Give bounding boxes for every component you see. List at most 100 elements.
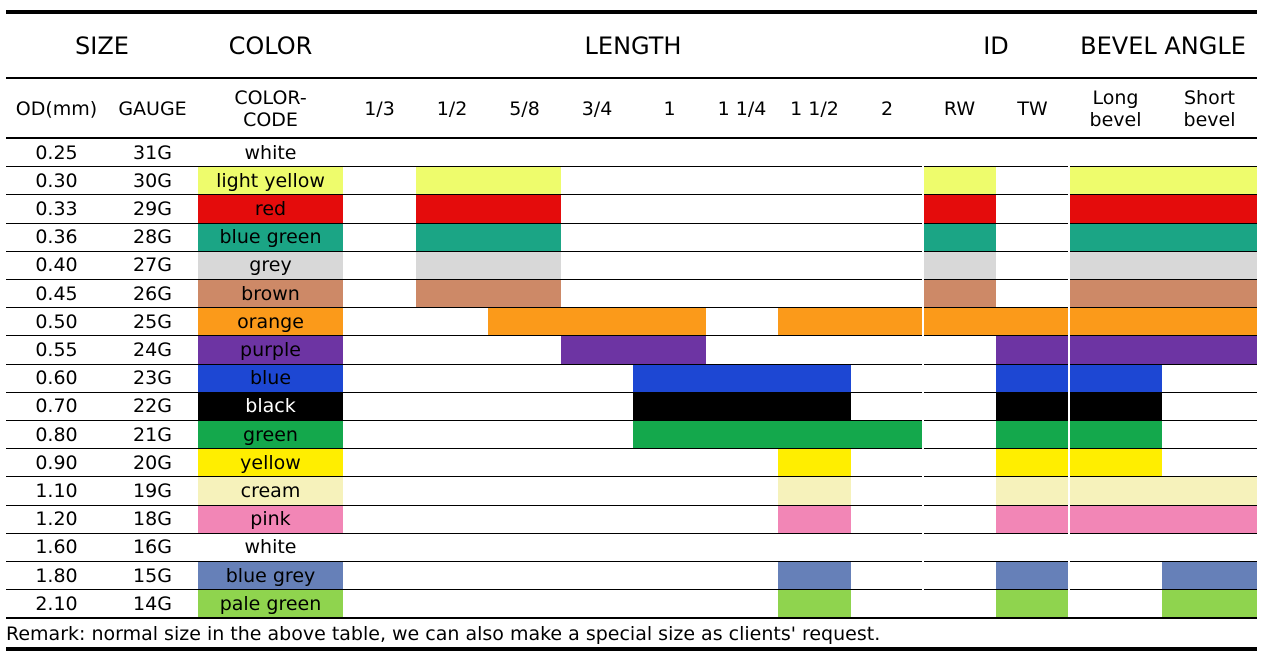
option-fill-long-bevel	[1069, 477, 1162, 506]
option-fill-5-8	[488, 195, 561, 224]
column-header-5-8: 5/8	[509, 98, 540, 120]
option-fill-1-2	[416, 280, 488, 309]
color-swatch	[198, 477, 343, 506]
color-swatch	[198, 364, 343, 393]
option-fill-1	[633, 336, 706, 365]
od-value: 2.10	[35, 592, 78, 615]
option-fill-5-8	[488, 167, 561, 196]
option-fill-short-bevel	[1162, 477, 1257, 506]
color-swatch	[198, 533, 343, 562]
row-divider	[6, 194, 1257, 196]
option-fill-short-bevel	[1162, 280, 1257, 309]
gauge-value: 23G	[133, 367, 172, 390]
color-name: green	[243, 423, 298, 446]
option-fill-short-bevel	[1162, 336, 1257, 365]
column-header-1: 1	[663, 98, 676, 120]
gauge-value: 19G	[133, 479, 172, 502]
color-swatch	[198, 139, 343, 168]
column-header-1-1-2: 1 1/2	[790, 98, 839, 120]
option-fill-short-bevel	[1162, 562, 1257, 591]
group-header-id: ID	[983, 32, 1009, 60]
od-value: 0.90	[35, 451, 78, 474]
row-divider	[6, 307, 1257, 309]
option-fill-1-1-2	[778, 449, 851, 478]
remark-text: Remark: normal size in the above table, …	[6, 623, 881, 645]
row-divider	[6, 222, 1257, 224]
option-fill-tw	[996, 364, 1069, 393]
row-divider	[6, 391, 1257, 393]
color-name: white	[244, 536, 297, 559]
row-divider	[6, 335, 1257, 337]
option-fill-long-bevel	[1069, 223, 1162, 252]
option-fill-5-8	[488, 251, 561, 280]
color-name: pink	[250, 508, 291, 531]
column-header-gauge: GAUGE	[118, 98, 187, 120]
color-name: grey	[249, 254, 292, 277]
od-value: 0.60	[35, 367, 78, 390]
option-fill-tw	[996, 421, 1069, 450]
row-divider	[6, 166, 1257, 168]
group-header-length: LENGTH	[584, 32, 682, 60]
row-divider	[6, 448, 1257, 450]
option-fill-long-bevel	[1069, 195, 1162, 224]
option-fill-tw	[996, 449, 1069, 478]
color-swatch	[198, 562, 343, 591]
gauge-value: 28G	[133, 226, 172, 249]
od-value: 0.40	[35, 254, 78, 277]
color-swatch	[198, 505, 343, 534]
column-header-color-code: COLOR- CODE	[234, 87, 307, 131]
option-fill-1-1-2	[778, 590, 851, 619]
od-value: 1.60	[35, 536, 78, 559]
group-header-bevel-angle: BEVEL ANGLE	[1080, 32, 1246, 60]
row-divider	[6, 279, 1257, 280]
gauge-value: 24G	[133, 338, 172, 361]
color-name: light yellow	[216, 169, 325, 192]
color-swatch	[198, 167, 343, 196]
color-swatch	[198, 421, 343, 450]
color-swatch	[198, 449, 343, 478]
option-fill-1-2	[416, 195, 488, 224]
color-name: cream	[240, 479, 301, 502]
option-fill-long-bevel	[1069, 308, 1162, 337]
row-divider	[6, 250, 1257, 252]
gauge-value: 22G	[133, 395, 172, 418]
od-value: 0.25	[35, 141, 78, 164]
option-fill-tw	[996, 477, 1069, 506]
option-fill-1-1-2	[778, 477, 851, 506]
option-fill-rw	[923, 280, 996, 309]
column-header-short-bevel: Short bevel	[1183, 87, 1236, 131]
option-fill-short-bevel	[1162, 590, 1257, 619]
option-fill-long-bevel	[1069, 336, 1162, 365]
group-separator	[1068, 139, 1070, 619]
gauge-value: 27G	[133, 254, 172, 277]
gauge-value: 26G	[133, 282, 172, 305]
od-value: 0.36	[35, 226, 78, 249]
row-divider	[6, 589, 1257, 591]
gauge-value: 20G	[133, 451, 172, 474]
option-fill-tw	[996, 590, 1069, 619]
option-fill-short-bevel	[1162, 505, 1257, 534]
option-fill-1-1-4	[706, 364, 778, 393]
option-fill-2	[851, 421, 923, 450]
color-swatch	[198, 223, 343, 252]
group-header-size: SIZE	[75, 32, 129, 60]
option-fill-1-1-2	[778, 308, 851, 337]
option-fill-5-8	[488, 308, 561, 337]
option-fill-tw	[996, 505, 1069, 534]
option-fill-long-bevel	[1069, 251, 1162, 280]
option-fill-1-1-2	[778, 562, 851, 591]
od-value: 1.80	[35, 564, 78, 587]
color-name: blue green	[219, 226, 322, 249]
color-swatch	[198, 392, 343, 421]
option-fill-1	[633, 421, 706, 450]
group-header-color: COLOR	[228, 32, 313, 60]
option-fill-tw	[996, 392, 1069, 421]
option-fill-short-bevel	[1162, 251, 1257, 280]
page-bottom-rule	[6, 647, 1257, 651]
od-value: 0.70	[35, 395, 78, 418]
color-swatch	[198, 308, 343, 337]
option-fill-1-1-4	[706, 392, 778, 421]
option-fill-3-4	[561, 308, 633, 337]
option-fill-1-1-2	[778, 505, 851, 534]
